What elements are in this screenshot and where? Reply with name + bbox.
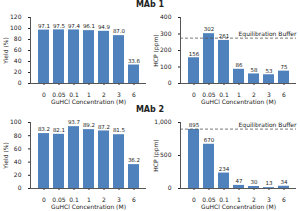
- svg-text:20: 20: [14, 171, 22, 178]
- svg-text:36.2: 36.2: [128, 157, 140, 163]
- svg-text:895: 895: [189, 122, 200, 128]
- svg-text:0.05: 0.05: [52, 195, 66, 203]
- svg-text:82.1: 82.1: [53, 127, 65, 133]
- svg-text:6: 6: [132, 196, 136, 203]
- svg-text:234: 234: [219, 166, 230, 172]
- svg-text:6: 6: [282, 91, 286, 98]
- svg-text:93.7: 93.7: [68, 119, 81, 125]
- svg-text:33.6: 33.6: [128, 58, 141, 64]
- svg-text:3: 3: [117, 90, 121, 98]
- svg-text:6: 6: [132, 91, 136, 98]
- svg-text:60: 60: [14, 145, 22, 152]
- svg-text:13: 13: [266, 180, 273, 186]
- svg-text:34: 34: [281, 179, 288, 185]
- svg-text:120: 120: [10, 13, 22, 20]
- svg-text:80: 80: [14, 35, 22, 42]
- svg-text:GuHCl Concentration (M): GuHCl Concentration (M): [201, 98, 276, 105]
- svg-text:Yield (%): Yield (%): [2, 142, 9, 170]
- svg-text:0.05: 0.05: [202, 195, 216, 203]
- svg-text:80: 80: [14, 132, 22, 139]
- svg-text:302: 302: [204, 26, 215, 32]
- svg-text:0: 0: [168, 184, 172, 191]
- svg-text:0: 0: [42, 196, 46, 203]
- svg-text:60: 60: [14, 46, 22, 53]
- html-text:MAb 2: MAb 2: [135, 105, 165, 114]
- svg-text:0: 0: [168, 79, 172, 86]
- svg-text:Equilibration Buffer: Equilibration Buffer: [239, 30, 298, 38]
- svg-text:40: 40: [14, 57, 22, 64]
- svg-text:2: 2: [252, 195, 256, 203]
- svg-text:81.5: 81.5: [113, 127, 126, 133]
- html-text:MAb 1: MAb 1: [135, 0, 165, 9]
- svg-text:97.1: 97.1: [38, 23, 50, 29]
- svg-text:30: 30: [251, 179, 258, 185]
- svg-text:89.2: 89.2: [83, 122, 95, 128]
- svg-text:3: 3: [267, 195, 271, 203]
- svg-text:53: 53: [266, 68, 273, 74]
- svg-text:HCP (ppm): HCP (ppm): [152, 34, 160, 66]
- svg-text:GuHCl Concentration (M): GuHCl Concentration (M): [201, 203, 276, 210]
- svg-text:96.1: 96.1: [83, 23, 95, 29]
- svg-text:40: 40: [14, 158, 22, 165]
- svg-text:1: 1: [87, 90, 91, 98]
- svg-text:1,000: 1,000: [154, 118, 171, 125]
- svg-text:Equilibration Buffer: Equilibration Buffer: [239, 121, 298, 129]
- svg-text:94.9: 94.9: [98, 24, 111, 30]
- svg-text:1: 1: [237, 195, 241, 203]
- svg-text:2: 2: [102, 195, 106, 203]
- svg-text:58: 58: [251, 67, 258, 73]
- svg-text:0: 0: [18, 184, 22, 191]
- svg-text:0.05: 0.05: [202, 90, 216, 98]
- svg-text:0: 0: [192, 91, 196, 98]
- svg-text:87.0: 87.0: [113, 28, 126, 34]
- svg-text:20: 20: [14, 68, 22, 75]
- svg-text:47: 47: [236, 178, 243, 184]
- svg-text:0: 0: [42, 91, 46, 98]
- svg-text:200: 200: [160, 46, 172, 53]
- svg-text:100: 100: [10, 118, 22, 125]
- svg-text:3: 3: [267, 90, 271, 98]
- svg-text:0: 0: [192, 196, 196, 203]
- svg-text:6: 6: [282, 196, 286, 203]
- svg-text:75: 75: [281, 64, 288, 70]
- svg-text:300: 300: [160, 30, 172, 37]
- svg-text:HCP (ppm): HCP (ppm): [152, 139, 160, 171]
- svg-text:0.1: 0.1: [219, 195, 229, 203]
- svg-text:87.2: 87.2: [98, 124, 110, 130]
- svg-text:Yield (%): Yield (%): [2, 37, 9, 65]
- svg-text:0.1: 0.1: [69, 90, 79, 98]
- svg-text:GuHCl Concentration (M): GuHCl Concentration (M): [51, 203, 126, 210]
- svg-text:83.2: 83.2: [38, 126, 50, 132]
- svg-text:261: 261: [219, 33, 230, 39]
- svg-text:2: 2: [102, 90, 106, 98]
- svg-text:GuHCl Concentration (M): GuHCl Concentration (M): [51, 98, 126, 105]
- svg-text:100: 100: [160, 63, 172, 70]
- svg-text:400: 400: [160, 13, 172, 20]
- svg-text:3: 3: [117, 195, 121, 203]
- svg-text:97.4: 97.4: [68, 23, 81, 29]
- svg-text:97.5: 97.5: [53, 23, 66, 29]
- svg-text:86: 86: [236, 62, 243, 68]
- svg-text:156: 156: [189, 51, 200, 57]
- svg-text:0.1: 0.1: [219, 90, 229, 98]
- svg-text:670: 670: [204, 137, 215, 143]
- svg-text:0: 0: [18, 79, 22, 86]
- svg-text:0.05: 0.05: [52, 90, 66, 98]
- svg-text:1: 1: [87, 195, 91, 203]
- svg-text:500: 500: [160, 151, 172, 158]
- svg-text:0.1: 0.1: [69, 195, 79, 203]
- svg-text:2: 2: [252, 90, 256, 98]
- svg-text:1: 1: [237, 90, 241, 98]
- svg-text:100: 100: [10, 24, 22, 31]
